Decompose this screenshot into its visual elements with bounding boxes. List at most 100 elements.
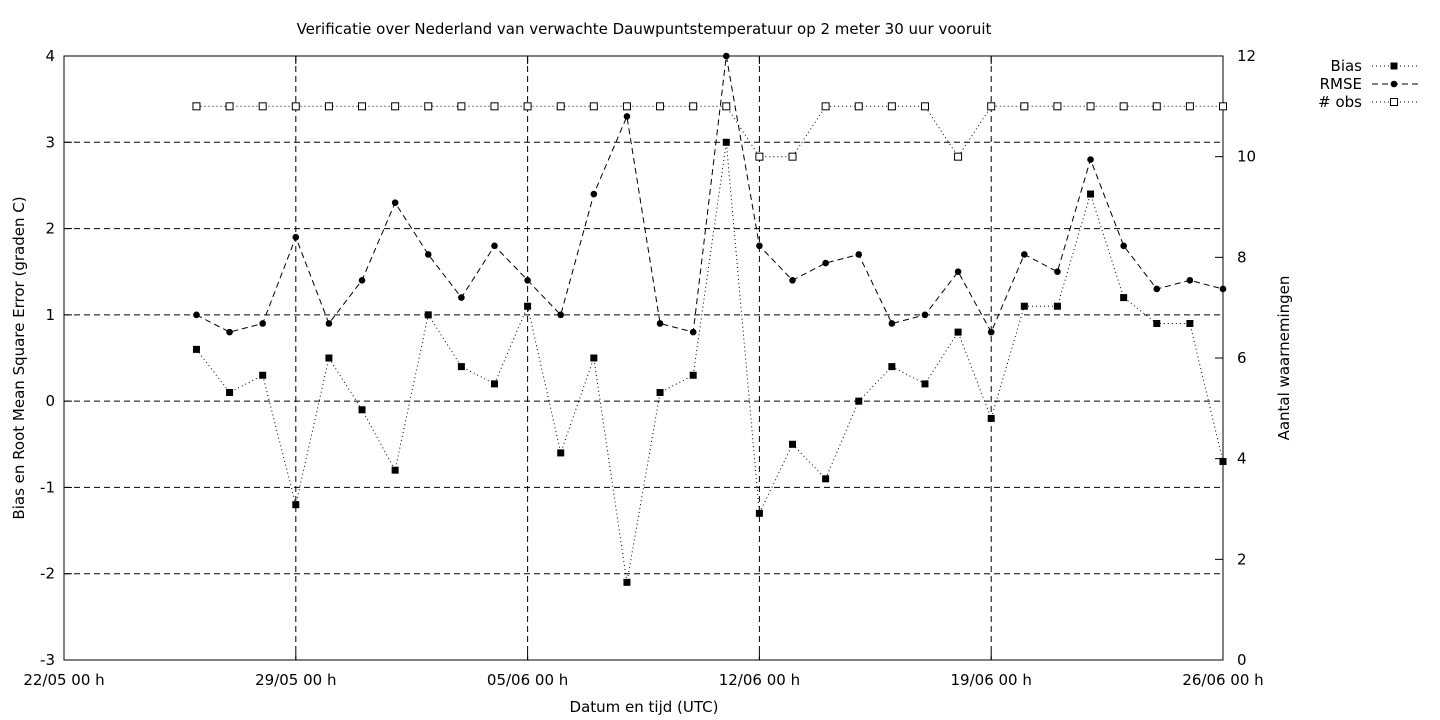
y2-tick-label: 10 bbox=[1237, 148, 1256, 166]
data-point-obs bbox=[424, 102, 433, 111]
x-tick-label: 12/06 00 h bbox=[719, 671, 800, 689]
data-point-obs bbox=[788, 152, 797, 161]
legend-marker-obs bbox=[1390, 98, 1398, 106]
data-point-rmse bbox=[557, 311, 565, 319]
data-point-obs bbox=[689, 102, 698, 111]
data-point-rmse bbox=[1087, 156, 1094, 163]
data-point-obs bbox=[954, 152, 963, 161]
data-point-obs bbox=[556, 102, 565, 111]
data-point-obs bbox=[391, 102, 400, 111]
data-point-obs bbox=[887, 102, 896, 111]
data-point-bias bbox=[656, 389, 664, 397]
legend-marker-bias bbox=[1390, 62, 1398, 70]
y2-axis-label: Aantal waarnemingen bbox=[1275, 276, 1293, 441]
data-point-obs bbox=[1152, 102, 1161, 111]
data-point-obs bbox=[1086, 102, 1095, 111]
series-obs bbox=[192, 102, 1227, 161]
data-point-rmse bbox=[259, 320, 266, 327]
data-point-rmse bbox=[954, 268, 962, 276]
x-tick-label: 05/06 00 h bbox=[487, 671, 568, 689]
y-tick-label: -3 bbox=[40, 651, 55, 669]
x-tick-label: 22/05 00 h bbox=[23, 671, 104, 689]
data-point-obs bbox=[192, 102, 201, 111]
data-point-rmse bbox=[1054, 268, 1061, 276]
data-point-bias bbox=[822, 475, 830, 483]
chart-title: Verificatie over Nederland van verwachte… bbox=[297, 20, 992, 38]
data-point-bias bbox=[358, 406, 366, 414]
data-point-bias bbox=[755, 509, 763, 517]
data-point-rmse bbox=[921, 311, 929, 319]
data-point-bias bbox=[921, 380, 929, 388]
x-tick-label: 19/06 00 h bbox=[951, 671, 1032, 689]
data-point-bias bbox=[1186, 319, 1194, 327]
data-point-bias bbox=[457, 363, 465, 371]
data-point-bias bbox=[325, 354, 333, 362]
data-point-rmse bbox=[292, 233, 300, 241]
data-point-rmse bbox=[888, 320, 896, 327]
data-point-bias bbox=[789, 440, 797, 448]
data-point-obs bbox=[490, 102, 499, 111]
data-point-obs bbox=[920, 102, 929, 111]
grid bbox=[64, 56, 1223, 660]
data-point-rmse bbox=[1186, 277, 1194, 284]
data-point-rmse bbox=[987, 328, 995, 336]
data-point-rmse bbox=[491, 242, 498, 250]
data-point-rmse bbox=[1219, 285, 1227, 293]
series-bias bbox=[192, 138, 1227, 586]
plot-border bbox=[63, 55, 1224, 661]
data-point-rmse bbox=[1021, 251, 1028, 258]
data-point-rmse bbox=[391, 199, 399, 206]
data-point-obs bbox=[589, 102, 598, 111]
data-point-rmse bbox=[689, 328, 697, 336]
data-point-obs bbox=[1219, 102, 1227, 111]
data-point-rmse bbox=[358, 277, 366, 284]
data-point-bias bbox=[1087, 190, 1095, 198]
data-point-rmse bbox=[855, 251, 863, 258]
data-point-bias bbox=[623, 578, 631, 586]
legend-label-rmse: RMSE bbox=[1320, 75, 1362, 93]
data-point-bias bbox=[424, 311, 432, 319]
data-point-bias bbox=[490, 380, 498, 388]
data-point-rmse bbox=[623, 113, 631, 120]
data-point-rmse bbox=[424, 251, 432, 258]
data-point-bias bbox=[391, 466, 399, 474]
legend-label-bias: Bias bbox=[1331, 57, 1363, 75]
data-point-rmse bbox=[590, 190, 598, 198]
series-rmse bbox=[193, 52, 1227, 336]
data-point-obs bbox=[656, 102, 665, 111]
data-point-rmse bbox=[822, 259, 829, 267]
series-layer bbox=[192, 52, 1227, 586]
y-tick-label: 2 bbox=[45, 220, 55, 238]
series-line-obs bbox=[196, 105, 1223, 158]
data-point-obs bbox=[622, 102, 631, 111]
y2-tick-label: 12 bbox=[1237, 47, 1256, 65]
data-point-bias bbox=[226, 389, 234, 397]
y2-tick-label: 8 bbox=[1237, 248, 1247, 266]
data-point-obs bbox=[291, 102, 300, 111]
data-point-bias bbox=[954, 328, 962, 336]
data-point-obs bbox=[225, 102, 234, 111]
data-point-rmse bbox=[524, 277, 531, 284]
data-point-bias bbox=[1120, 294, 1128, 302]
data-point-obs bbox=[987, 102, 996, 111]
data-point-bias bbox=[590, 354, 598, 362]
data-point-obs bbox=[821, 102, 830, 111]
data-point-obs bbox=[1185, 102, 1194, 111]
data-point-rmse bbox=[756, 242, 763, 250]
y2-tick-label: 6 bbox=[1237, 349, 1247, 367]
data-point-rmse bbox=[1120, 242, 1127, 250]
data-point-obs bbox=[1053, 102, 1062, 111]
y2-tick-label: 2 bbox=[1237, 550, 1247, 568]
data-point-bias bbox=[1153, 319, 1161, 327]
data-point-bias bbox=[192, 345, 200, 353]
data-point-obs bbox=[457, 102, 466, 111]
data-point-obs bbox=[722, 102, 731, 111]
data-point-obs bbox=[755, 152, 764, 161]
data-point-rmse bbox=[656, 320, 664, 327]
data-point-bias bbox=[722, 138, 730, 146]
y-tick-label: 0 bbox=[45, 392, 55, 410]
data-point-obs bbox=[324, 102, 333, 111]
y-tick-label: -1 bbox=[40, 478, 55, 496]
